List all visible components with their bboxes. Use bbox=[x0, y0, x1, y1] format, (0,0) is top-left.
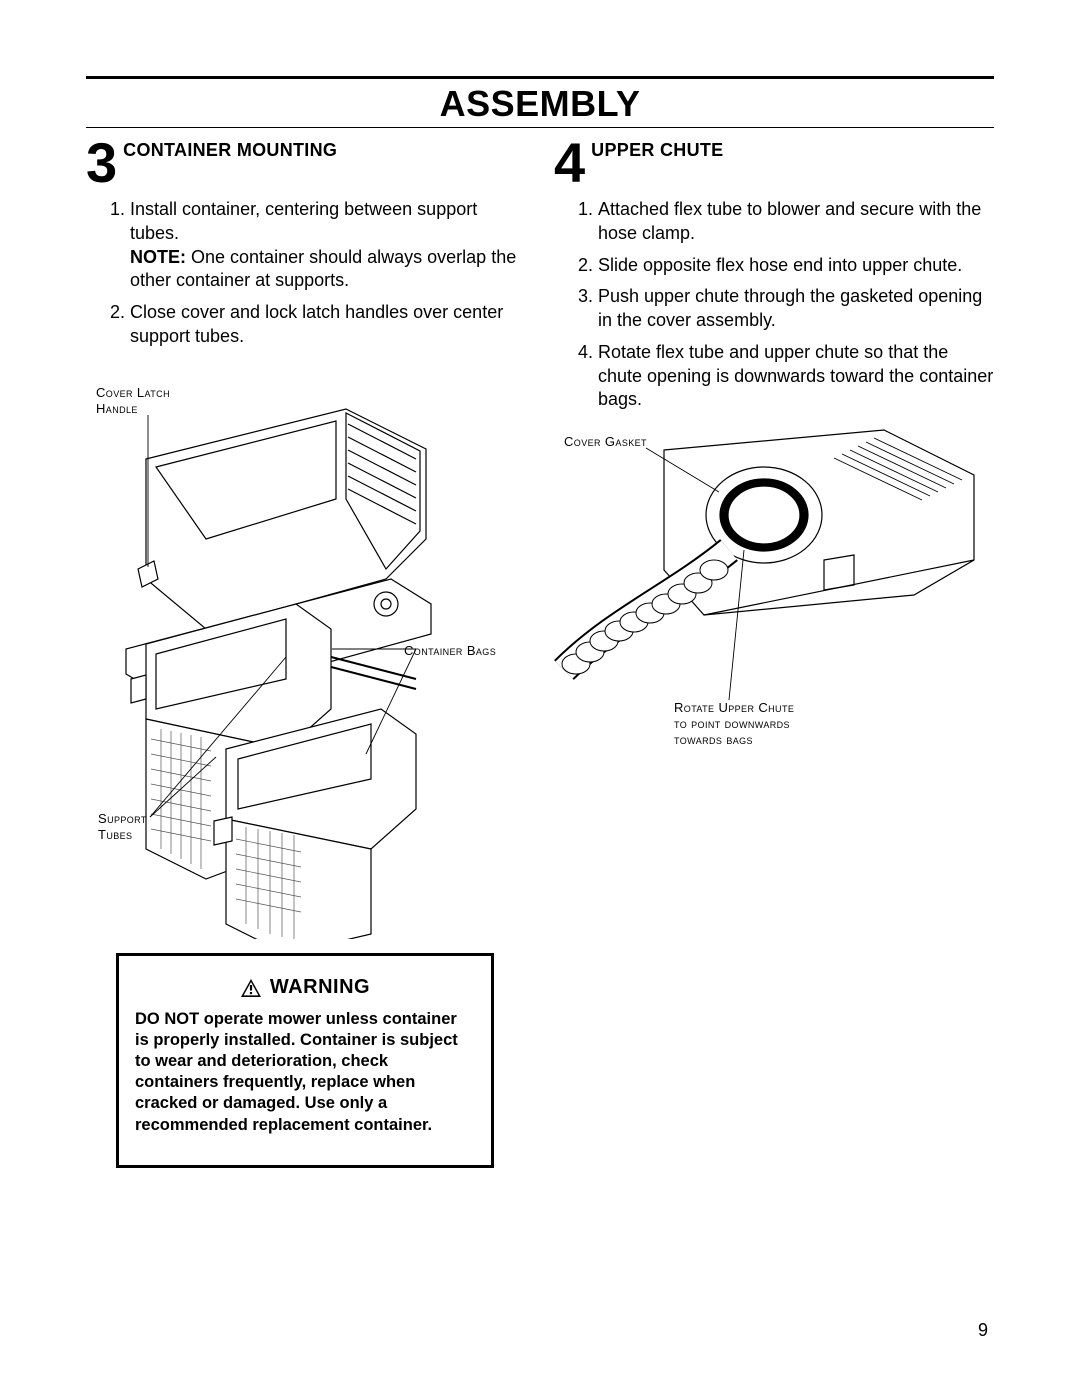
callout-support-tubes: Support bbox=[98, 811, 147, 826]
warning-text: DO NOT operate mower unless container is… bbox=[135, 1009, 475, 1136]
list-item-text: Rotate flex tube and upper chute so that… bbox=[598, 342, 993, 410]
callout-support-tubes-2: Tubes bbox=[98, 827, 132, 842]
step-4-list: Attached flex tube to blower and secure … bbox=[554, 198, 994, 412]
list-item: Close cover and lock latch handles over … bbox=[130, 301, 526, 349]
container-mounting-diagram: Cover Latch Handle Container Bags Suppor… bbox=[86, 379, 516, 939]
manual-page: ASSEMBLY 3 CONTAINER MOUNTING Install co… bbox=[0, 0, 1080, 1397]
callout-rotate-3: towards bags bbox=[674, 732, 753, 747]
figure-container-mounting: Cover Latch Handle Container Bags Suppor… bbox=[86, 379, 526, 939]
list-item-text: Slide opposite flex hose end into upper … bbox=[598, 255, 962, 275]
callout-rotate-2: to point downwards bbox=[674, 716, 790, 731]
list-item: Attached flex tube to blower and secure … bbox=[598, 198, 994, 246]
list-item-text: Attached flex tube to blower and secure … bbox=[598, 199, 981, 243]
warning-header: WARNING bbox=[135, 976, 475, 999]
list-item-text: Install container, centering between sup… bbox=[130, 199, 477, 243]
upper-chute-diagram: Cover Gasket Rotate Upper Chute to point… bbox=[554, 420, 994, 760]
two-column-layout: 3 CONTAINER MOUNTING Install container, … bbox=[86, 138, 994, 939]
step-3-list: Install container, centering between sup… bbox=[86, 198, 526, 349]
right-column: 4 UPPER CHUTE Attached flex tube to blow… bbox=[554, 138, 994, 939]
callout-cover-gasket: Cover Gasket bbox=[564, 434, 647, 449]
list-item-text: Push upper chute through the gasketed op… bbox=[598, 286, 982, 330]
sub-rule bbox=[86, 127, 994, 128]
list-item: Slide opposite flex hose end into upper … bbox=[598, 254, 994, 278]
top-rule bbox=[86, 76, 994, 79]
step-number-3: 3 bbox=[86, 138, 117, 188]
callout-cover-latch: Cover Latch bbox=[96, 385, 170, 400]
list-item: Rotate flex tube and upper chute so that… bbox=[598, 341, 994, 412]
step-number-4: 4 bbox=[554, 138, 585, 188]
step-4-header: 4 UPPER CHUTE bbox=[554, 138, 994, 194]
note-label: NOTE: bbox=[130, 247, 186, 267]
list-item: Push upper chute through the gasketed op… bbox=[598, 285, 994, 333]
list-item: Install container, centering between sup… bbox=[130, 198, 526, 293]
step-3-header: 3 CONTAINER MOUNTING bbox=[86, 138, 526, 194]
list-item-text: Close cover and lock latch handles over … bbox=[130, 302, 503, 346]
figure-upper-chute: Cover Gasket Rotate Upper Chute to point… bbox=[554, 420, 994, 760]
warning-icon bbox=[240, 978, 262, 998]
left-column: 3 CONTAINER MOUNTING Install container, … bbox=[86, 138, 526, 939]
step-3-title: CONTAINER MOUNTING bbox=[123, 138, 337, 161]
page-title: ASSEMBLY bbox=[86, 83, 994, 125]
note-text: One container should always overlap the … bbox=[130, 247, 516, 291]
callout-container-bags: Container Bags bbox=[404, 643, 496, 658]
callout-cover-latch-2: Handle bbox=[96, 401, 138, 416]
page-number: 9 bbox=[978, 1320, 988, 1341]
step-4-title: UPPER CHUTE bbox=[591, 138, 723, 161]
warning-box: WARNING DO NOT operate mower unless cont… bbox=[116, 953, 494, 1168]
warning-label: WARNING bbox=[270, 976, 370, 999]
callout-rotate-1: Rotate Upper Chute bbox=[674, 700, 794, 715]
